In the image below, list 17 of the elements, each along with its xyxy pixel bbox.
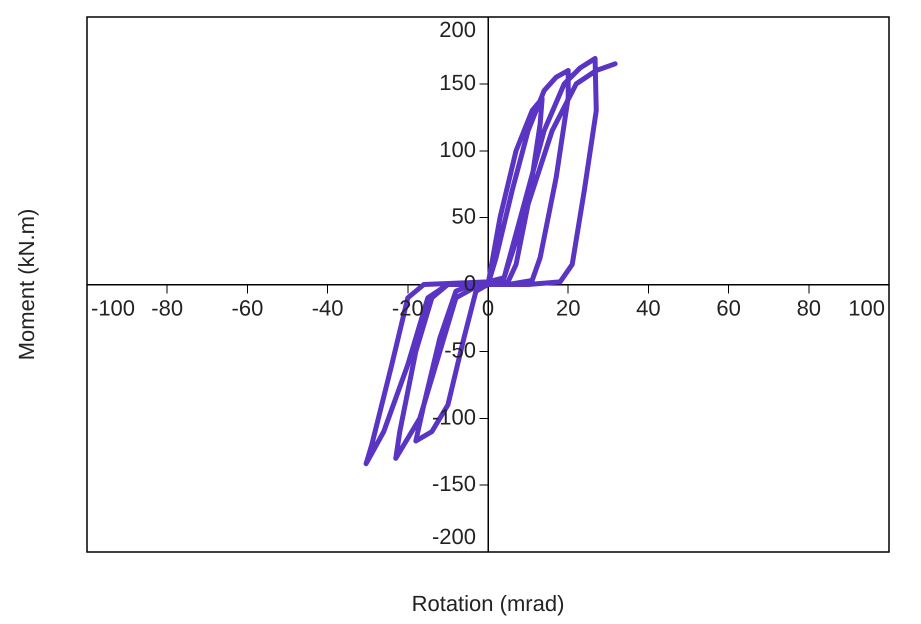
x-tick-label: 100 bbox=[848, 296, 886, 321]
x-tick-label: 40 bbox=[636, 296, 661, 321]
x-tick-label: 60 bbox=[716, 296, 741, 321]
x-tick-label: -40 bbox=[312, 296, 344, 321]
y-tick-label: 100 bbox=[439, 136, 476, 162]
x-tick-label: 20 bbox=[556, 296, 580, 321]
y-tick-label: 200 bbox=[439, 17, 476, 42]
y-tick-label: -150 bbox=[432, 471, 476, 496]
y-tick-label: -200 bbox=[432, 524, 476, 550]
y-tick-label: 150 bbox=[439, 70, 476, 95]
x-tick-label: 80 bbox=[796, 296, 822, 321]
x-axis-title: Rotation (mrad) bbox=[412, 591, 564, 616]
y-axis-title: Moment (kN.m) bbox=[14, 208, 40, 360]
x-tick-label: -60 bbox=[232, 296, 264, 321]
x-tick-label: -100 bbox=[90, 296, 136, 321]
y-tick-label: 50 bbox=[452, 204, 476, 229]
x-tick-label: -80 bbox=[151, 296, 184, 321]
